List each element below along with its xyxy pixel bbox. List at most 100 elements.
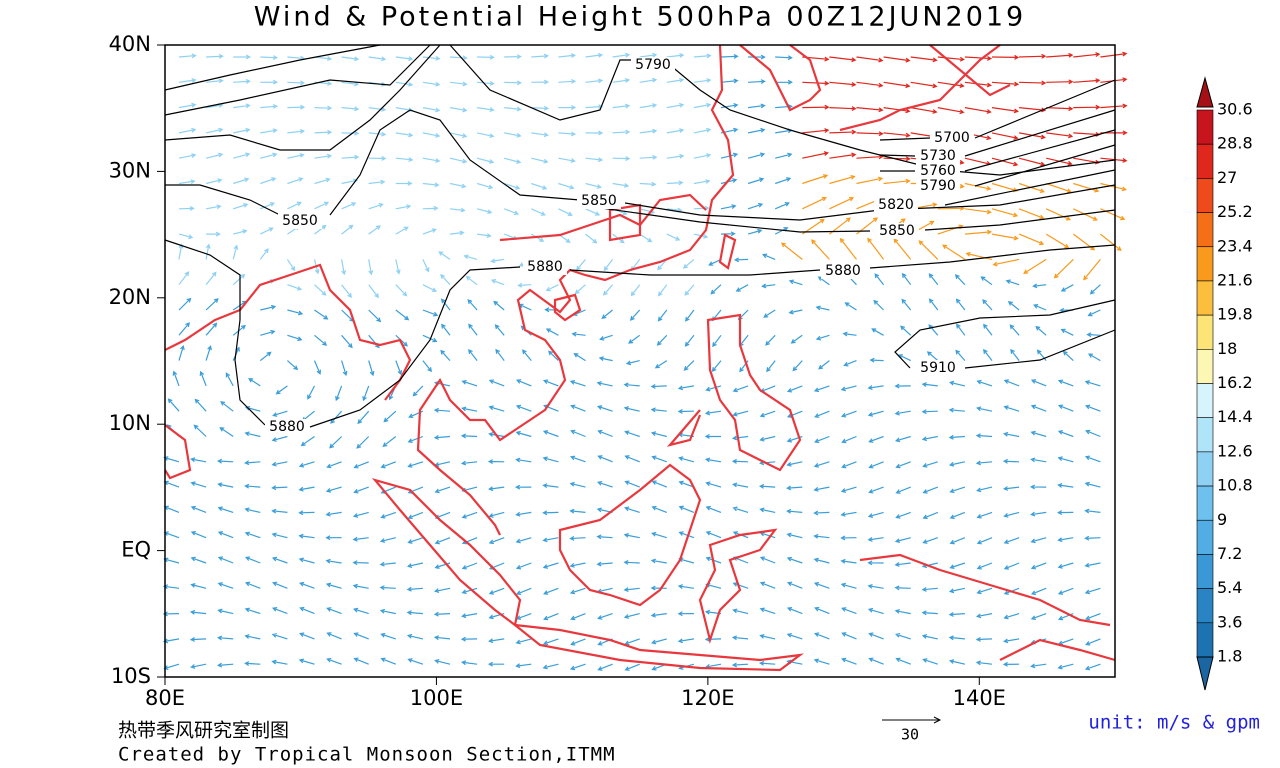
wind-arrow bbox=[1002, 486, 1020, 491]
y-tick-label: EQ bbox=[121, 538, 151, 562]
wind-arrow bbox=[654, 360, 668, 369]
wind-arrow bbox=[991, 54, 1020, 60]
wind-arrow bbox=[407, 658, 424, 665]
wind-arrow bbox=[684, 334, 695, 347]
wind-arrow bbox=[829, 106, 857, 111]
wind-arrow bbox=[569, 663, 586, 671]
wind-arrow bbox=[976, 406, 993, 412]
wind-arrow bbox=[1073, 52, 1101, 58]
wind-arrow bbox=[732, 582, 749, 589]
wind-arrow bbox=[299, 632, 315, 640]
wind-arrow bbox=[353, 657, 369, 665]
colorbar-label: 23.4 bbox=[1217, 236, 1253, 255]
wind-arrow bbox=[829, 129, 857, 135]
wind-arrow bbox=[233, 152, 251, 159]
wind-arrow bbox=[244, 431, 261, 438]
wind-arrow bbox=[504, 54, 522, 60]
wind-arrow bbox=[307, 385, 316, 400]
wind-arrow bbox=[542, 430, 559, 438]
wind-arrow bbox=[747, 202, 764, 210]
wind-arrow bbox=[517, 282, 532, 288]
wind-arrow bbox=[368, 284, 379, 299]
wind-arrow bbox=[871, 328, 884, 336]
wind-arrow bbox=[353, 607, 369, 615]
wind-arrow bbox=[585, 104, 604, 110]
colorbar-segment bbox=[1196, 109, 1214, 145]
wind-arrow bbox=[910, 107, 938, 114]
wind-arrow bbox=[504, 80, 522, 86]
wind-arrow bbox=[515, 663, 532, 669]
wind-arrow bbox=[873, 299, 885, 311]
contour-label: 5910 bbox=[920, 360, 956, 376]
wind-arrow bbox=[248, 378, 261, 387]
contour bbox=[164, 239, 1116, 428]
wind-arrow bbox=[515, 457, 532, 463]
wind-arrow bbox=[487, 661, 505, 667]
wind-arrow bbox=[948, 434, 965, 440]
wind-arrow bbox=[325, 535, 342, 541]
contour-label-bg bbox=[523, 259, 567, 275]
wind-arrow bbox=[964, 157, 992, 166]
wind-arrow bbox=[1057, 456, 1074, 463]
wind-arrow bbox=[271, 508, 288, 514]
wind-arrow bbox=[758, 483, 776, 489]
y-tick-label: 10N bbox=[109, 411, 151, 435]
wind-arrow bbox=[748, 103, 766, 109]
wind-arrow bbox=[260, 177, 277, 185]
wind-arrow bbox=[639, 77, 658, 83]
wind-arrow bbox=[199, 370, 207, 387]
wind-arrow bbox=[178, 243, 184, 260]
wind-arrow bbox=[842, 331, 857, 337]
wind-arrow bbox=[368, 179, 386, 185]
wind-arrow bbox=[937, 107, 965, 115]
wind-arrow bbox=[271, 556, 288, 564]
colorbar-segment bbox=[1196, 246, 1214, 282]
wind-arrow bbox=[597, 455, 613, 463]
wind-arrow bbox=[422, 205, 439, 211]
x-tick-label: 140E bbox=[953, 686, 1006, 710]
wind-arrow bbox=[314, 284, 327, 296]
wind-arrow bbox=[893, 238, 912, 260]
wind-arrow bbox=[1033, 304, 1047, 311]
wind-arrow bbox=[449, 157, 468, 164]
wind-arrow bbox=[341, 360, 348, 377]
wind-arrow bbox=[490, 278, 505, 286]
wind-arrow bbox=[1087, 309, 1101, 317]
contour bbox=[579, 204, 1116, 233]
contour-label: 5850 bbox=[581, 193, 617, 209]
wind-arrow bbox=[542, 562, 559, 569]
wind-arrow bbox=[558, 105, 577, 110]
wind-arrow bbox=[1003, 431, 1020, 438]
coast-sumatra bbox=[371, 477, 522, 627]
wind-arrow bbox=[244, 607, 261, 615]
wind-arrow bbox=[314, 224, 327, 235]
wind-arrow bbox=[441, 298, 451, 311]
wind-arrow bbox=[829, 56, 857, 63]
wind-arrow bbox=[790, 334, 803, 344]
wind-arrow bbox=[1057, 430, 1074, 438]
wind-arrow bbox=[720, 204, 737, 210]
wind-arrow bbox=[515, 379, 532, 387]
wind-arrow bbox=[341, 154, 360, 160]
wind-arrow bbox=[380, 632, 396, 640]
wind-arrow bbox=[840, 511, 857, 517]
wind-arrow bbox=[928, 273, 939, 286]
wind-arrow bbox=[542, 663, 559, 670]
contour-label: 5880 bbox=[269, 419, 305, 435]
wind-arrow bbox=[813, 461, 830, 468]
wind-arrow bbox=[650, 612, 667, 618]
wind-arrow bbox=[314, 105, 333, 111]
wind-arrow bbox=[868, 435, 884, 443]
wind-arrow bbox=[856, 131, 884, 137]
wind-arrow bbox=[260, 128, 278, 134]
wind-arrow bbox=[1100, 51, 1128, 58]
wind-arrow bbox=[1002, 458, 1020, 464]
wind-arrow bbox=[461, 379, 478, 387]
wind-arrow bbox=[813, 510, 830, 516]
wind-arrow bbox=[693, 153, 712, 159]
coast-india bbox=[164, 263, 412, 480]
wind-arrow bbox=[650, 407, 667, 413]
wind-arrow bbox=[1084, 380, 1101, 387]
wind-arrow bbox=[976, 379, 993, 387]
wind-arrow bbox=[991, 107, 1019, 114]
